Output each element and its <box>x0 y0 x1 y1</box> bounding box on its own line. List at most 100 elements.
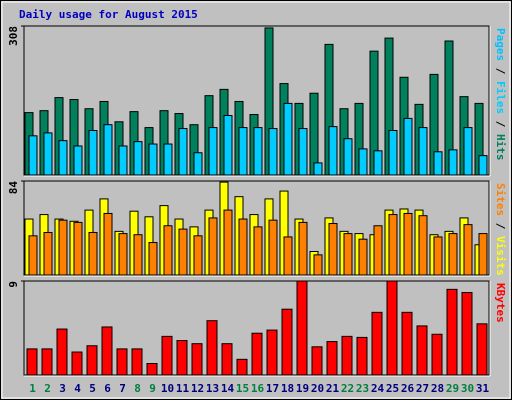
bar <box>283 102 293 176</box>
bar <box>446 288 458 376</box>
bar <box>28 135 38 176</box>
bar <box>448 233 458 276</box>
legend-entry: Visits <box>494 236 507 276</box>
bar <box>268 128 278 176</box>
x-tick-label: 11 <box>176 382 190 395</box>
x-tick-label: 6 <box>104 382 111 395</box>
bar <box>266 329 278 376</box>
x-tick-label: 27 <box>416 382 429 395</box>
bar <box>88 129 98 176</box>
bar <box>371 311 383 376</box>
bar <box>176 340 188 376</box>
bar <box>463 224 473 276</box>
bar <box>191 343 203 376</box>
x-tick-label: 25 <box>386 382 399 395</box>
bar <box>161 335 173 376</box>
x-tick-label: 17 <box>266 382 279 395</box>
bar <box>328 223 338 276</box>
bar <box>343 233 353 276</box>
bar <box>313 254 323 276</box>
bar <box>476 323 488 376</box>
x-tick-label: 21 <box>326 382 340 395</box>
x-tick-label: 24 <box>371 382 385 395</box>
bar <box>358 238 368 276</box>
x-tick-label: 15 <box>236 382 249 395</box>
legend-entry: Pages <box>494 28 507 61</box>
legend: Pages / Files / Hits <box>494 28 507 161</box>
bar <box>268 219 278 276</box>
legend: KBytes <box>494 283 507 323</box>
x-tick-label: 14 <box>221 382 235 395</box>
bar <box>373 150 383 176</box>
bar <box>178 228 188 276</box>
bar <box>388 129 398 176</box>
x-tick-label: 23 <box>356 382 369 395</box>
x-tick-label: 16 <box>251 382 265 395</box>
x-tick-label: 8 <box>134 382 141 395</box>
bar <box>236 358 248 376</box>
bar <box>73 145 83 176</box>
bar <box>253 127 263 176</box>
legend-entry: Sites <box>494 183 507 216</box>
bar <box>311 346 323 376</box>
x-tick-label: 31 <box>476 382 490 395</box>
bar <box>388 214 398 276</box>
legend-entry: Hits <box>494 134 507 161</box>
bar <box>26 348 38 376</box>
bar <box>328 126 338 176</box>
bar <box>163 225 173 276</box>
bar <box>133 141 143 176</box>
bar <box>433 236 443 276</box>
bar <box>238 218 248 276</box>
bar <box>386 280 398 376</box>
x-tick-label: 19 <box>296 382 309 395</box>
bar <box>403 117 413 176</box>
x-tick-label: 18 <box>281 382 294 395</box>
chart-title: Daily usage for August 2015 <box>19 8 198 21</box>
bar <box>403 212 413 276</box>
bar <box>148 242 158 276</box>
bar <box>326 341 338 376</box>
bar <box>208 127 218 176</box>
bar <box>71 351 83 376</box>
bar <box>238 127 248 176</box>
bar <box>43 231 53 276</box>
x-tick-label: 26 <box>401 382 415 395</box>
bar <box>118 145 128 176</box>
bar <box>313 162 323 176</box>
bar <box>73 221 83 276</box>
bar <box>146 363 158 376</box>
bar <box>221 343 233 376</box>
bar <box>356 336 368 376</box>
bar <box>163 143 173 176</box>
bar <box>298 128 308 176</box>
bar <box>433 151 443 176</box>
bar <box>461 291 473 376</box>
bar <box>251 332 263 376</box>
bar <box>58 219 68 276</box>
bar <box>478 155 488 176</box>
y-tick-label: 84 <box>7 181 20 195</box>
bar <box>208 217 218 276</box>
bar <box>283 236 293 276</box>
bar <box>431 333 443 376</box>
x-tick-label: 5 <box>89 382 96 395</box>
x-tick-label: 30 <box>461 382 474 395</box>
bar <box>206 320 218 376</box>
bar <box>56 328 68 376</box>
bar <box>358 148 368 176</box>
bar <box>101 326 113 376</box>
x-tick-label: 22 <box>341 382 354 395</box>
x-tick-label: 29 <box>446 382 459 395</box>
bar <box>43 132 53 176</box>
bar <box>193 235 203 276</box>
bar <box>118 233 128 276</box>
bar <box>298 221 308 276</box>
bar <box>223 209 233 276</box>
bar <box>223 114 233 176</box>
bar <box>253 226 263 276</box>
x-tick-label: 1 <box>29 382 36 395</box>
x-tick-label: 13 <box>206 382 219 395</box>
x-tick-label: 20 <box>311 382 324 395</box>
